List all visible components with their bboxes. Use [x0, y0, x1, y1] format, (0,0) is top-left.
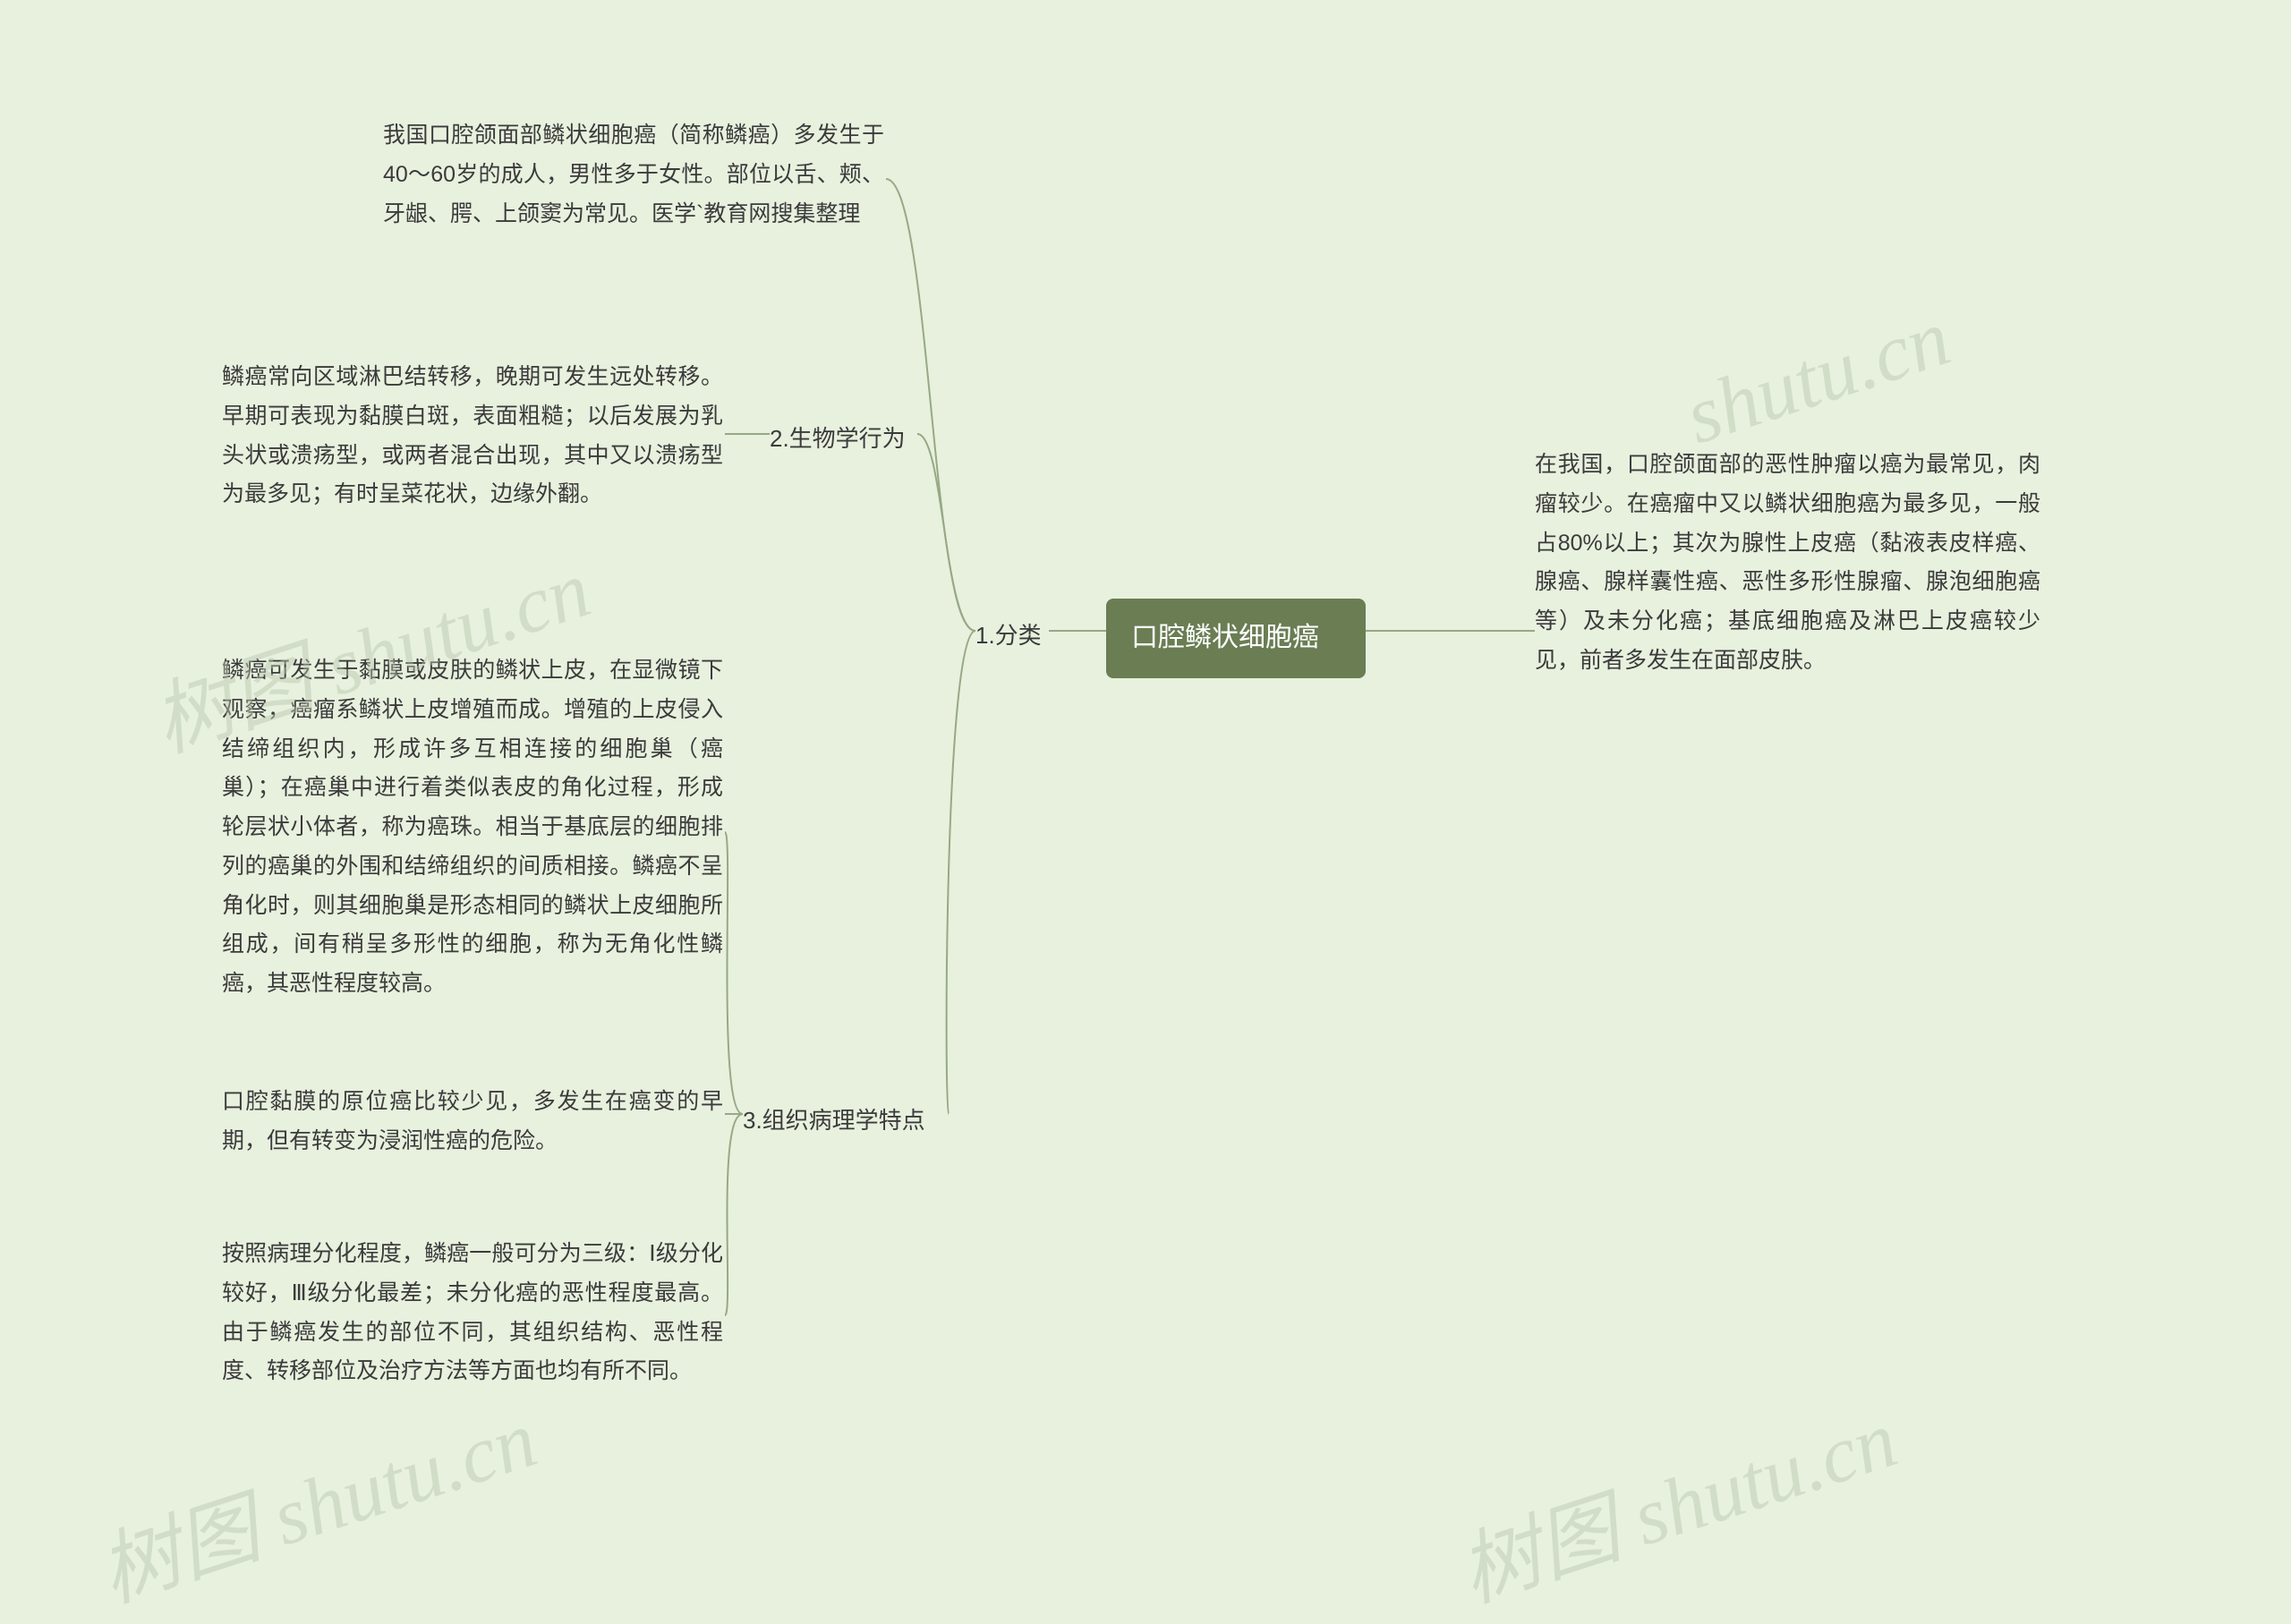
leaf-pathology-3-text: 按照病理分化程度，鳞癌一般可分为三级：Ⅰ级分化较好，Ⅲ级分化最差；未分化癌的恶性… — [222, 1241, 723, 1383]
leaf-pathology-2[interactable]: 口腔黏膜的原位癌比较少见，多发生在癌变的早期，但有转变为浸润性癌的危险。 — [222, 1083, 723, 1161]
leaf-pathology-1-text: 鳞癌可发生于黏膜或皮肤的鳞状上皮，在显微镜下观察，癌瘤系鳞状上皮增殖而成。增殖的… — [222, 658, 723, 996]
branch-2-text: 2.生物学行为 — [770, 425, 906, 452]
root-node[interactable]: 口腔鳞状细胞癌 — [1106, 599, 1366, 678]
root-label: 口腔鳞状细胞癌 — [1131, 623, 1319, 652]
branch-1-text: 1.分类 — [975, 622, 1042, 649]
leaf-pathology-1[interactable]: 鳞癌可发生于黏膜或皮肤的鳞状上皮，在显微镜下观察，癌瘤系鳞状上皮增殖而成。增殖的… — [222, 651, 723, 1004]
right-summary-text: 在我国，口腔颌面部的恶性肿瘤以癌为最常见，肉瘤较少。在癌瘤中又以鳞状细胞癌为最多… — [1535, 452, 2040, 673]
leaf-biology[interactable]: 鳞癌常向区域淋巴结转移，晚期可发生远处转移。早期可表现为黏膜白斑，表面粗糙；以后… — [222, 358, 723, 514]
branch-3-label[interactable]: 3.组织病理学特点 — [743, 1101, 925, 1142]
leaf-pathology-2-text: 口腔黏膜的原位癌比较少见，多发生在癌变的早期，但有转变为浸润性癌的危险。 — [222, 1089, 723, 1153]
branch-1-label[interactable]: 1.分类 — [975, 616, 1042, 657]
mindmap-canvas: 口腔鳞状细胞癌 在我国，口腔颌面部的恶性肿瘤以癌为最常见，肉瘤较少。在癌瘤中又以… — [0, 0, 2291, 1484]
leaf-pathology-3[interactable]: 按照病理分化程度，鳞癌一般可分为三级：Ⅰ级分化较好，Ⅲ级分化最差；未分化癌的恶性… — [222, 1235, 723, 1391]
leaf-epidemiology-text: 我国口腔颌面部鳞状细胞癌（简称鳞癌）多发生于40～60岁的成人，男性多于女性。部… — [383, 123, 884, 226]
watermark: shutu.cn — [1674, 292, 1961, 463]
leaf-epidemiology[interactable]: 我国口腔颌面部鳞状细胞癌（简称鳞癌）多发生于40～60岁的成人，男性多于女性。部… — [383, 116, 884, 234]
leaf-biology-text: 鳞癌常向区域淋巴结转移，晚期可发生远处转移。早期可表现为黏膜白斑，表面粗糙；以后… — [222, 364, 723, 506]
watermark: 树图 shutu.cn — [82, 1373, 548, 1624]
watermark: 树图 shutu.cn — [1443, 1373, 1908, 1624]
right-summary-leaf[interactable]: 在我国，口腔颌面部的恶性肿瘤以癌为最常见，肉瘤较少。在癌瘤中又以鳞状细胞癌为最多… — [1535, 446, 2040, 681]
branch-3-text: 3.组织病理学特点 — [743, 1107, 925, 1134]
branch-2-label[interactable]: 2.生物学行为 — [770, 419, 906, 460]
